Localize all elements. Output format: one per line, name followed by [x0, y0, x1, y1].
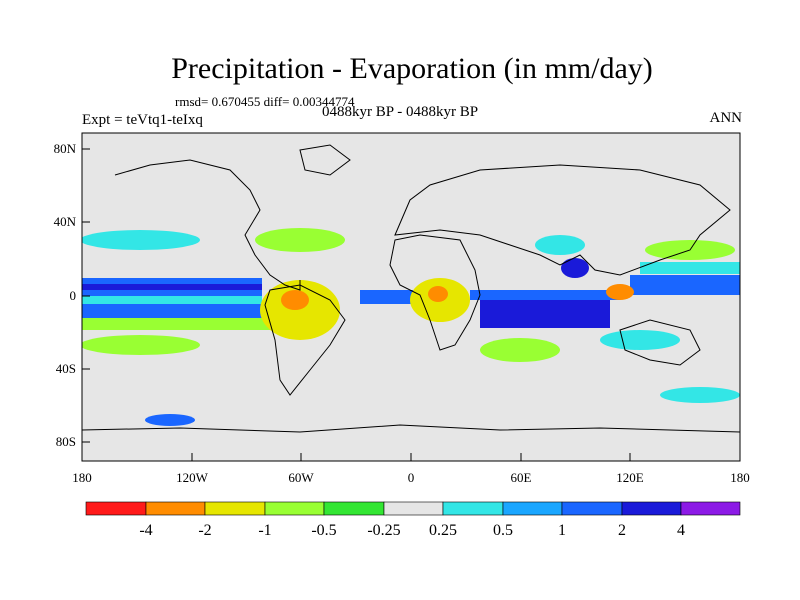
lon-label: 0	[408, 470, 415, 485]
eurasia-coast	[394, 164, 731, 276]
colorbar-label: 1	[558, 522, 566, 539]
west-pacific-band	[630, 275, 740, 295]
north-atlantic-patch	[255, 228, 345, 252]
pacific-south-dry	[82, 318, 272, 330]
lat-axis: 80N 40N 0 40S 80S	[54, 141, 90, 449]
lon-axis: 180 120W 60W 0 60E 120E 180	[72, 453, 750, 485]
lat-label: 40S	[56, 361, 76, 376]
australia-coast	[619, 319, 701, 366]
coastlines	[82, 144, 740, 433]
lat-label: 40N	[54, 214, 77, 229]
pacific-band-edge	[82, 296, 262, 304]
south-america-coast	[264, 284, 346, 396]
indian-ocean-core	[480, 300, 610, 328]
colorbar-box	[383, 501, 444, 516]
map-area	[82, 133, 740, 461]
antarctica-coast	[82, 424, 740, 433]
greenland-coast	[299, 144, 351, 176]
experiment-label: Expt = teVtq1-teIxq	[82, 112, 203, 128]
figure-title: Precipitation - Evaporation (in mm/day)	[171, 52, 653, 85]
colorbar-box	[145, 501, 206, 516]
lat-label: 80S	[56, 434, 76, 449]
colorbar-label: -1	[258, 522, 271, 539]
colorbar-label: 0.25	[429, 522, 457, 539]
lon-label: 60E	[511, 470, 532, 485]
lat-label: 80N	[54, 141, 77, 156]
borneo-core	[606, 284, 634, 300]
antarctic-blue	[145, 414, 195, 426]
colorbar-box	[680, 501, 741, 516]
south-pacific-patch	[82, 335, 200, 355]
pacific-itcz-core	[82, 284, 262, 290]
asia-patch	[535, 235, 585, 255]
colorbar-label: 0.5	[493, 522, 513, 539]
colorbar-box	[621, 501, 682, 516]
colorbar-box	[561, 501, 623, 516]
stats-text: rmsd= 0.670455 diff= 0.00344774	[175, 94, 355, 109]
africa-coast	[389, 234, 481, 351]
africa-core	[428, 286, 448, 302]
south-indian-patch	[480, 338, 560, 362]
amazon-core	[281, 290, 309, 310]
lon-label: 180	[730, 470, 750, 485]
lat-label: 0	[70, 288, 77, 303]
colorbar-label: -0.25	[367, 522, 400, 539]
lon-label: 180	[72, 470, 92, 485]
south-indian-blue	[600, 330, 680, 350]
west-pacific-edge	[640, 262, 740, 274]
colorbar-box	[204, 501, 266, 516]
season-label: ANN	[709, 110, 743, 126]
pacific-south-band	[82, 304, 282, 318]
indian-ocean-band	[470, 290, 620, 300]
lon-label: 60W	[288, 470, 314, 485]
colorbar-box	[323, 501, 385, 516]
colorbar-label: -4	[139, 522, 152, 539]
colorbar-label: -2	[198, 522, 211, 539]
colorbar-box	[442, 501, 504, 516]
period-label: 0488kyr BP - 0488kyr BP	[322, 104, 479, 120]
southern-ocean-blue	[660, 387, 740, 403]
colorbar-label: -0.5	[311, 522, 336, 539]
colorbar-label: 4	[677, 522, 685, 539]
colorbar-box	[264, 501, 325, 516]
colorbar: -4 -2 -1 -0.5 -0.25 0.25 0.5 1 2 4	[85, 501, 741, 539]
lon-label: 120E	[616, 470, 644, 485]
colorbar-label: 2	[618, 522, 626, 539]
colorbar-box	[85, 501, 147, 516]
lon-label: 120W	[176, 470, 209, 485]
field-shading	[82, 228, 740, 426]
bay-of-bengal	[561, 258, 589, 278]
north-pacific-storm	[82, 230, 200, 250]
colorbar-box	[502, 501, 563, 516]
north-america-coast	[114, 159, 301, 291]
